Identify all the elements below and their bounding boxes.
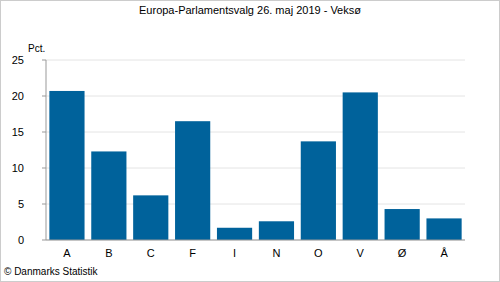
bar: [175, 121, 210, 240]
title: Europa-Parlamentsvalg 26. maj 2019 - Vek…: [139, 4, 361, 16]
bar: [426, 218, 461, 240]
x-tick-label: N: [272, 247, 280, 259]
y-tick-label: 10: [12, 162, 24, 174]
y-tick-label: 25: [12, 54, 24, 66]
y-tick: [42, 60, 46, 61]
y-tick: [42, 132, 46, 133]
x-axis: [46, 240, 465, 241]
x-tick-label: I: [233, 247, 236, 259]
x-tick-label: Ø: [398, 247, 407, 259]
y-tick: [42, 96, 46, 97]
x-tick-label: V: [357, 247, 365, 259]
x-tick-label: C: [147, 247, 155, 259]
y-tick: [42, 204, 46, 205]
bar: [301, 141, 336, 240]
x-tick-label: B: [105, 247, 112, 259]
bar: [49, 91, 84, 240]
y-tick-label: 5: [18, 198, 24, 210]
grid-line: [46, 60, 465, 61]
x-tick-label: F: [189, 247, 196, 259]
bars: [49, 91, 461, 240]
chart: Europa-Parlamentsvalg 26. maj 2019 - Vek…: [0, 0, 500, 282]
bar: [259, 221, 294, 240]
y-tick: [42, 168, 46, 169]
source: © Danmarks Statistik: [4, 266, 99, 277]
x-tick-label: A: [63, 247, 71, 259]
y-tick-label: 0: [18, 234, 24, 246]
grid-line: [46, 96, 465, 97]
x-tick-label: O: [314, 247, 323, 259]
y-tick-label: 20: [12, 90, 24, 102]
bar: [133, 195, 168, 240]
y-tick-label: 15: [12, 126, 24, 138]
bar: [217, 228, 252, 240]
bar: [343, 92, 378, 240]
border: [1, 1, 500, 282]
grid-line: [46, 132, 465, 133]
grid-line: [46, 240, 465, 241]
bar: [91, 151, 126, 240]
y-axis: [46, 60, 47, 240]
bar: [385, 209, 420, 240]
x-tick-label: Å: [440, 247, 448, 259]
y-label: Pct.: [28, 43, 45, 54]
y-tick: [42, 240, 46, 241]
